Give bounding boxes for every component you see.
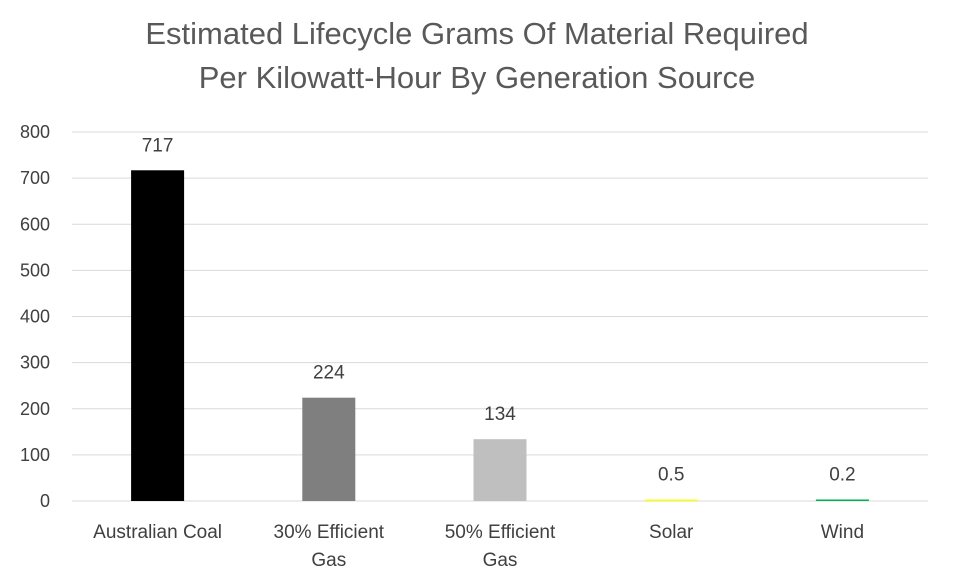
y-tick-label: 300 <box>20 353 50 373</box>
y-tick-label: 100 <box>20 445 50 465</box>
x-category-label: Australian Coal <box>93 522 222 543</box>
data-labels: 717 224 134 0.5 0.2 <box>142 135 856 485</box>
bar <box>131 170 185 501</box>
gridlines <box>72 131 928 502</box>
y-tick-label: 400 <box>20 307 50 327</box>
x-category-label: 50% Efficient Gas <box>445 522 556 571</box>
x-category-label-line: 50% Efficient <box>445 522 556 543</box>
data-label: 224 <box>313 363 345 384</box>
x-category-label-line: Wind <box>821 522 864 543</box>
y-tick-label: 500 <box>20 260 50 280</box>
bar <box>473 439 527 501</box>
x-category-label: Solar <box>649 522 694 543</box>
chart-title: Estimated Lifecycle Grams Of Material Re… <box>0 12 954 100</box>
bars <box>131 170 869 501</box>
x-category-label-line: 30% Efficient <box>274 522 385 543</box>
y-axis-tick-labels: 0 100 200 300 400 500 600 700 800 <box>20 122 50 511</box>
data-label: 0.2 <box>829 465 855 486</box>
bar <box>815 499 869 501</box>
chart-title-line-2: Per Kilowatt-Hour By Generation Source <box>198 60 756 95</box>
x-category-label-line: Gas <box>483 550 518 571</box>
data-label: 0.5 <box>658 465 684 486</box>
y-tick-label: 0 <box>40 491 50 511</box>
x-category-label: 30% Efficient Gas <box>274 522 385 571</box>
y-tick-label: 800 <box>20 122 50 142</box>
bar <box>644 499 698 501</box>
x-category-label-line: Gas <box>311 550 346 571</box>
x-category-label-line: Solar <box>649 522 694 543</box>
data-label: 717 <box>142 135 174 156</box>
x-category-label: Wind <box>821 522 864 543</box>
y-tick-label: 200 <box>20 399 50 419</box>
x-category-label-line: Australian Coal <box>93 522 222 543</box>
bar <box>302 397 356 501</box>
chart-title-line-1: Estimated Lifecycle Grams Of Material Re… <box>145 16 809 51</box>
y-tick-label: 600 <box>20 214 50 234</box>
data-label: 134 <box>484 404 516 425</box>
y-tick-label: 700 <box>20 168 50 188</box>
